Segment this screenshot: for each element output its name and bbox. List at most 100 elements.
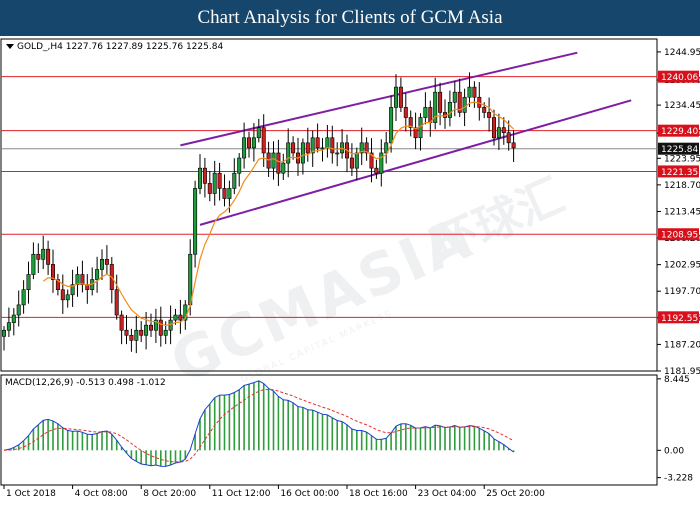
- bear-candle: [60, 289, 65, 301]
- bull-candle: [6, 322, 11, 331]
- candlestick-series: [1, 72, 516, 354]
- bull-candle: [65, 294, 70, 301]
- bull-candle: [16, 304, 21, 316]
- bear-candle: [276, 152, 281, 174]
- bear-candle: [36, 253, 41, 260]
- bull-candle: [251, 137, 256, 149]
- price-panel: 1244.951239.401234.451228.901223.951218.…: [0, 38, 700, 377]
- bear-candle: [364, 142, 369, 154]
- bull-candle: [237, 157, 242, 174]
- time-tick-label: 16 Oct 00:00: [280, 489, 339, 499]
- price-tick-label: 1202.95: [664, 261, 700, 271]
- level-tag-label: 1240.06: [661, 73, 698, 83]
- bear-candle: [506, 132, 511, 144]
- bear-candle: [124, 329, 129, 336]
- trading-chart[interactable]: GCMASIA 环球汇 GLOBAL CAPITAL MARKETS 1244.…: [0, 36, 700, 500]
- bull-candle: [163, 329, 168, 336]
- chart-canvas[interactable]: GCMASIA 环球汇 GLOBAL CAPITAL MARKETS 1244.…: [0, 36, 700, 500]
- price-tick-label: 1218.70: [664, 181, 700, 191]
- bear-candle: [374, 167, 379, 174]
- bull-candle: [153, 319, 158, 331]
- bull-candle: [232, 172, 237, 189]
- macd-histogram: [8, 380, 515, 467]
- price-tick-label: 1197.70: [664, 287, 700, 297]
- macd-axis: 8.445 0.00 -3.228: [657, 375, 693, 484]
- bear-candle: [330, 137, 335, 154]
- price-tick-label: 1244.95: [664, 48, 700, 58]
- time-tick-label: 8 Oct 20:00: [143, 489, 196, 499]
- bull-candle: [95, 269, 100, 280]
- bear-candle: [305, 142, 310, 154]
- bull-candle: [31, 253, 36, 275]
- support-resistance-levels: [1, 76, 657, 318]
- bull-candle: [310, 137, 315, 154]
- macd-tick-label: 0.00: [664, 446, 684, 456]
- bear-candle: [369, 152, 374, 169]
- bull-candle: [41, 248, 46, 260]
- time-tick-label: 1 Oct 2018: [6, 489, 56, 499]
- bull-candle: [1, 329, 7, 337]
- macd-lines: [3, 380, 514, 467]
- level-tag: [658, 228, 699, 241]
- bull-candle: [467, 86, 472, 98]
- price-tick-label: 1181.95: [664, 367, 700, 377]
- bear-candle: [149, 324, 154, 331]
- bear-candle: [403, 107, 408, 118]
- macd-label: MACD(12,26,9) -0.513 0.498 -1.012: [5, 378, 166, 388]
- bear-candle: [291, 142, 296, 154]
- bull-candle: [212, 172, 217, 194]
- bear-candle: [46, 248, 51, 265]
- macd-panel-frame: [0, 374, 658, 486]
- bull-candle: [452, 91, 457, 103]
- bear-candle: [398, 86, 403, 108]
- bull-candle: [379, 152, 384, 174]
- price-tick-label: 1213.45: [664, 207, 700, 217]
- level-tag: [658, 165, 699, 178]
- bear-candle: [158, 319, 163, 336]
- symbol-info: GOLD_,H4 1227.76 1227.89 1225.76 1225.84: [17, 42, 223, 52]
- bear-candle: [472, 86, 477, 98]
- level-tags: 1240.06 1229.40 1221.35 1208.95 1192.55 1225.…: [658, 70, 699, 324]
- bull-candle: [134, 329, 139, 341]
- macd-tick-label: 8.445: [664, 375, 690, 385]
- level-tag: [658, 70, 699, 83]
- time-tick-label: 4 Oct 08:00: [75, 489, 128, 499]
- bull-candle: [359, 142, 364, 154]
- price-tick-label: 1234.45: [664, 101, 700, 111]
- macd-signal-line: [3, 388, 514, 463]
- current-price-tag: [658, 142, 699, 155]
- current-price-label: 1225.84: [661, 145, 698, 155]
- bull-candle: [242, 137, 247, 159]
- bull-candle: [384, 142, 389, 154]
- bear-candle: [482, 107, 487, 113]
- time-tick-label: 25 Oct 20:00: [486, 489, 545, 499]
- level-tag-label: 1221.35: [661, 168, 698, 178]
- macd-panel: 8.445 0.00 -3.228 MACD(12,26,9) -0.513 0.4…: [0, 374, 693, 486]
- bull-candle: [11, 314, 16, 323]
- bull-candle: [286, 142, 291, 164]
- price-tick-label: 1187.20: [664, 340, 700, 350]
- bear-candle: [55, 279, 60, 291]
- price-channel: [180, 51, 632, 226]
- bull-candle: [433, 91, 438, 123]
- bull-candle: [423, 107, 428, 118]
- chevron-down-icon[interactable]: [6, 44, 14, 49]
- bear-candle: [457, 91, 462, 113]
- bull-candle: [198, 167, 203, 189]
- bull-candle: [21, 289, 26, 306]
- bear-candle: [487, 112, 492, 118]
- bear-candle: [104, 259, 109, 265]
- bull-candle: [193, 188, 198, 255]
- bear-candle: [129, 334, 134, 341]
- price-tick-label: 1223.95: [664, 154, 700, 164]
- bear-candle: [202, 167, 207, 184]
- bear-candle: [315, 137, 320, 149]
- time-tick-label: 23 Oct 04:00: [418, 489, 477, 499]
- bear-candle: [114, 289, 119, 316]
- bull-candle: [300, 142, 305, 164]
- bull-candle: [75, 274, 80, 285]
- bull-candle: [462, 96, 467, 113]
- bull-candle: [447, 102, 452, 118]
- macd-tick-label: -3.228: [664, 474, 693, 484]
- bull-candle: [144, 324, 149, 336]
